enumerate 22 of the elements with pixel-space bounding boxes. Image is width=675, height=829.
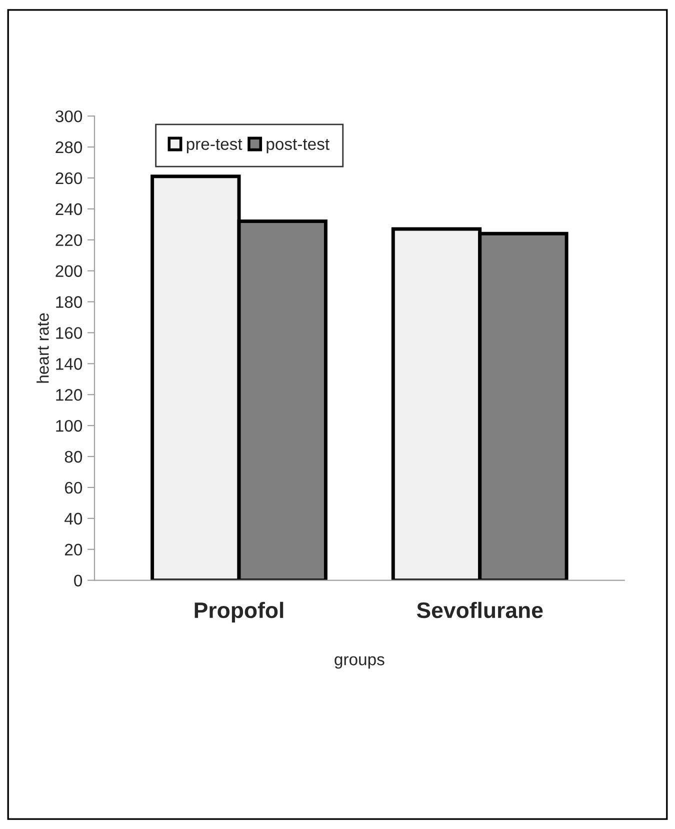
y-tick-label: 160: [56, 327, 82, 339]
y-tick-label: 200: [56, 265, 82, 278]
y-tick-label: 80: [64, 450, 82, 463]
y-tick-label: 100: [56, 420, 82, 432]
y-tick-label: 60: [65, 482, 82, 494]
y-tick-label: 240: [56, 203, 82, 216]
y-tick-label: 280: [56, 141, 82, 154]
y-tick-label: 300: [56, 110, 82, 122]
y-tick-label: 140: [56, 358, 82, 370]
y-tick-label: 260: [56, 172, 82, 184]
y-tick-label: 40: [64, 512, 82, 525]
y-axis-title: heart rate: [36, 313, 49, 383]
y-tick-label: 220: [56, 234, 82, 246]
legend-label: post-test: [266, 139, 330, 154]
y-tick-label: 120: [56, 389, 82, 401]
x-tick-label: Propofol: [194, 602, 284, 623]
x-axis-title: groups: [334, 656, 384, 669]
y-tick-label: 180: [56, 296, 82, 308]
x-tick-label: Sevoflurane: [416, 602, 543, 618]
legend-label: pre-test: [186, 139, 242, 154]
y-tick-label: 0: [74, 574, 82, 587]
y-tick-label: 20: [64, 544, 82, 556]
